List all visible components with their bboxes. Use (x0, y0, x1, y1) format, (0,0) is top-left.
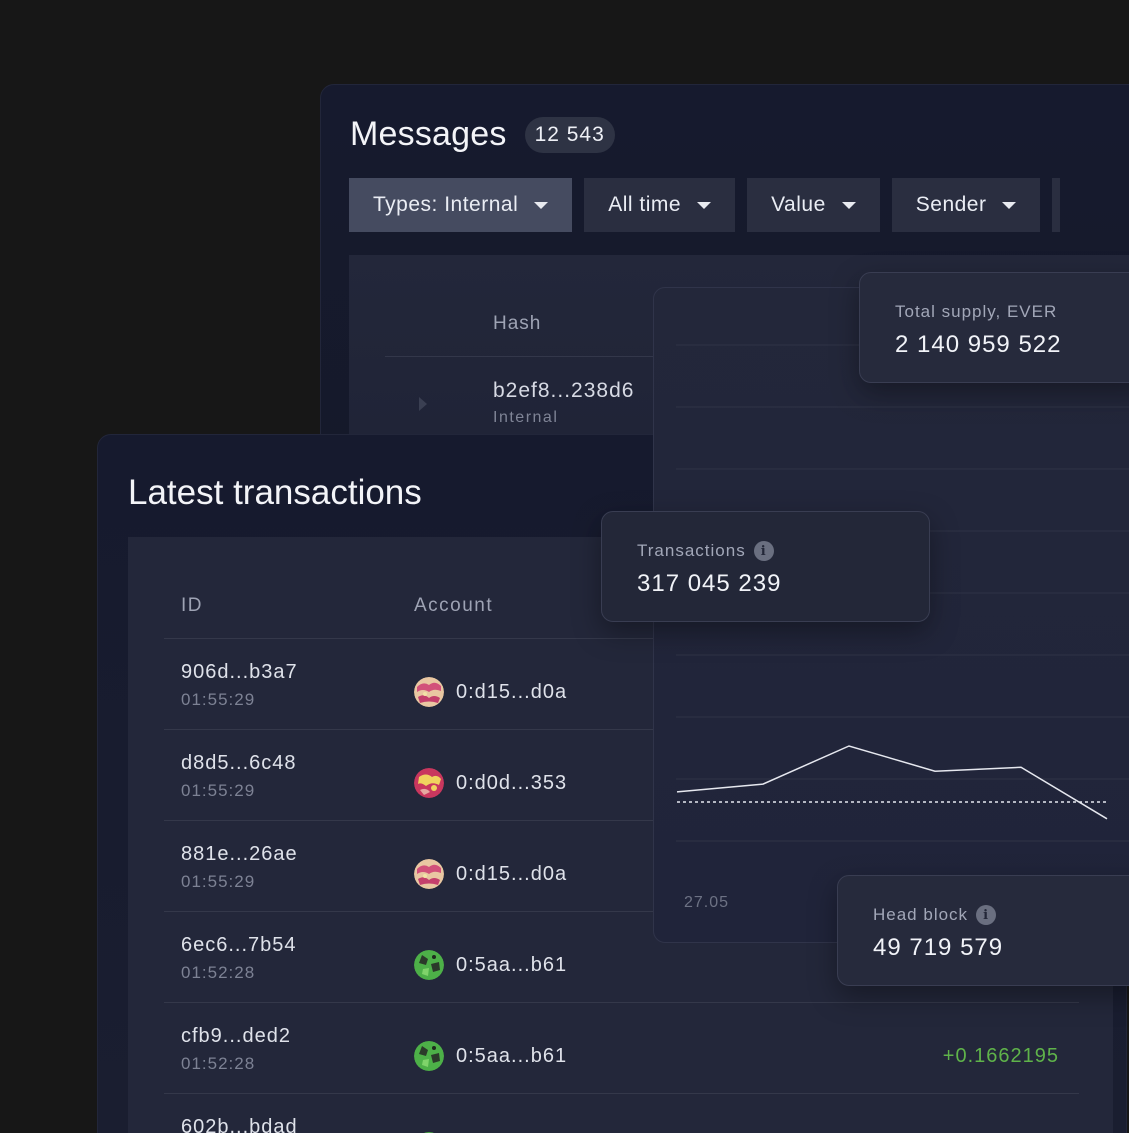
filter-sender-label: Sender (915, 193, 987, 216)
stat-card-head-block: Head block i 49 719 579 (837, 875, 1129, 986)
column-header-account: Account (414, 595, 494, 616)
data-series-line (676, 745, 1108, 820)
transaction-time: 01:55:29 (181, 872, 256, 891)
info-icon[interactable]: i (976, 905, 997, 925)
chevron-down-icon (697, 201, 712, 209)
stat-card-total-supply: Total supply, EVER 2 140 959 522 (859, 272, 1129, 383)
filter-types[interactable]: Types: Internal (349, 178, 573, 232)
table-row[interactable]: 602b...bdad (164, 1093, 1079, 1133)
transaction-time: 01:55:29 (181, 690, 256, 709)
filter-types-label: Types: Internal (373, 193, 519, 216)
x-tick-label: 27.05 (684, 894, 730, 911)
stat-label: Transactions i (637, 541, 774, 561)
transactions-title: Latest transactions (128, 473, 422, 512)
message-hash-link[interactable]: b2ef8...238d6 (493, 379, 635, 402)
account-address-link[interactable]: 0:5aa...b61 (456, 954, 568, 976)
account-avatar (414, 768, 444, 798)
stat-label: Head block i (873, 905, 997, 925)
expand-arrow-icon[interactable] (419, 397, 427, 411)
filter-sender[interactable]: Sender (891, 178, 1041, 232)
stat-card-transactions: Transactions i 317 045 239 (601, 511, 930, 622)
account-address-link[interactable]: 0:d15...d0a (456, 863, 568, 885)
info-icon[interactable]: i (753, 541, 774, 561)
table-row[interactable]: 881e...26ae 01:55:29 0:d15...d0a (164, 820, 1079, 911)
account-address-link[interactable]: 0:d0d...353 (456, 772, 568, 794)
transaction-id-link[interactable]: 6ec6...7b54 (181, 934, 297, 956)
total-supply-value: 2 140 959 522 (895, 331, 1062, 358)
filter-value[interactable]: Value (747, 178, 880, 232)
transaction-id-link[interactable]: 881e...26ae (181, 843, 298, 865)
filter-time[interactable]: All time (584, 178, 736, 232)
chevron-down-icon (534, 201, 549, 209)
chevron-down-icon (1002, 201, 1017, 209)
total-supply-label: Total supply, EVER (895, 302, 1058, 321)
account-avatar (414, 950, 444, 980)
transaction-id-link[interactable]: 906d...b3a7 (181, 661, 298, 683)
head-block-label: Head block (873, 905, 969, 924)
account-avatar (414, 1041, 444, 1071)
account-address-link[interactable]: 0:5aa...b61 (456, 1045, 568, 1067)
transaction-time: 01:52:28 (181, 1054, 256, 1073)
column-header-id: ID (181, 595, 203, 616)
message-type: Internal (493, 409, 559, 426)
table-row[interactable]: cfb9...ded2 01:52:28 0:5aa...b61 +0.1662… (164, 1002, 1079, 1093)
column-header-hash: Hash (493, 313, 542, 334)
head-block-value: 49 719 579 (873, 934, 1004, 961)
filter-value-label: Value (771, 193, 826, 216)
transactions-count-label: Transactions (637, 541, 746, 560)
filter-more[interactable] (1052, 178, 1061, 232)
transaction-id-link[interactable]: 602b...bdad (181, 1116, 298, 1133)
table-row[interactable]: 906d...b3a7 01:55:29 0:d15...d0a (164, 638, 1079, 729)
transaction-id-link[interactable]: d8d5...6c48 (181, 752, 297, 774)
table-row[interactable]: 6ec6...7b54 01:52:28 0:5aa...b61 (164, 911, 1079, 1002)
transaction-time: 01:55:29 (181, 781, 256, 800)
messages-count-badge: 12 543 (524, 116, 615, 153)
messages-header: Messages 12 543 (350, 115, 615, 154)
account-avatar (414, 677, 444, 707)
transaction-amount: +0.1662195 (942, 1045, 1059, 1067)
transactions-count-value: 317 045 239 (637, 570, 782, 597)
account-avatar (414, 859, 444, 889)
filter-bar: Types: Internal All time Value Sender (349, 178, 1061, 232)
chevron-down-icon (841, 201, 856, 209)
transaction-time: 01:52:28 (181, 963, 256, 982)
filter-time-label: All time (608, 193, 682, 216)
messages-title: Messages (350, 115, 507, 153)
transaction-id-link[interactable]: cfb9...ded2 (181, 1025, 291, 1047)
account-address-link[interactable]: 0:d15...d0a (456, 681, 568, 703)
table-row[interactable]: d8d5...6c48 01:55:29 0:d0d...353 (164, 729, 1079, 820)
stat-label: Total supply, EVER (895, 302, 1057, 322)
transactions-table: ID Account 906d...b3a7 01:55:29 0:d15...… (128, 537, 1113, 1133)
